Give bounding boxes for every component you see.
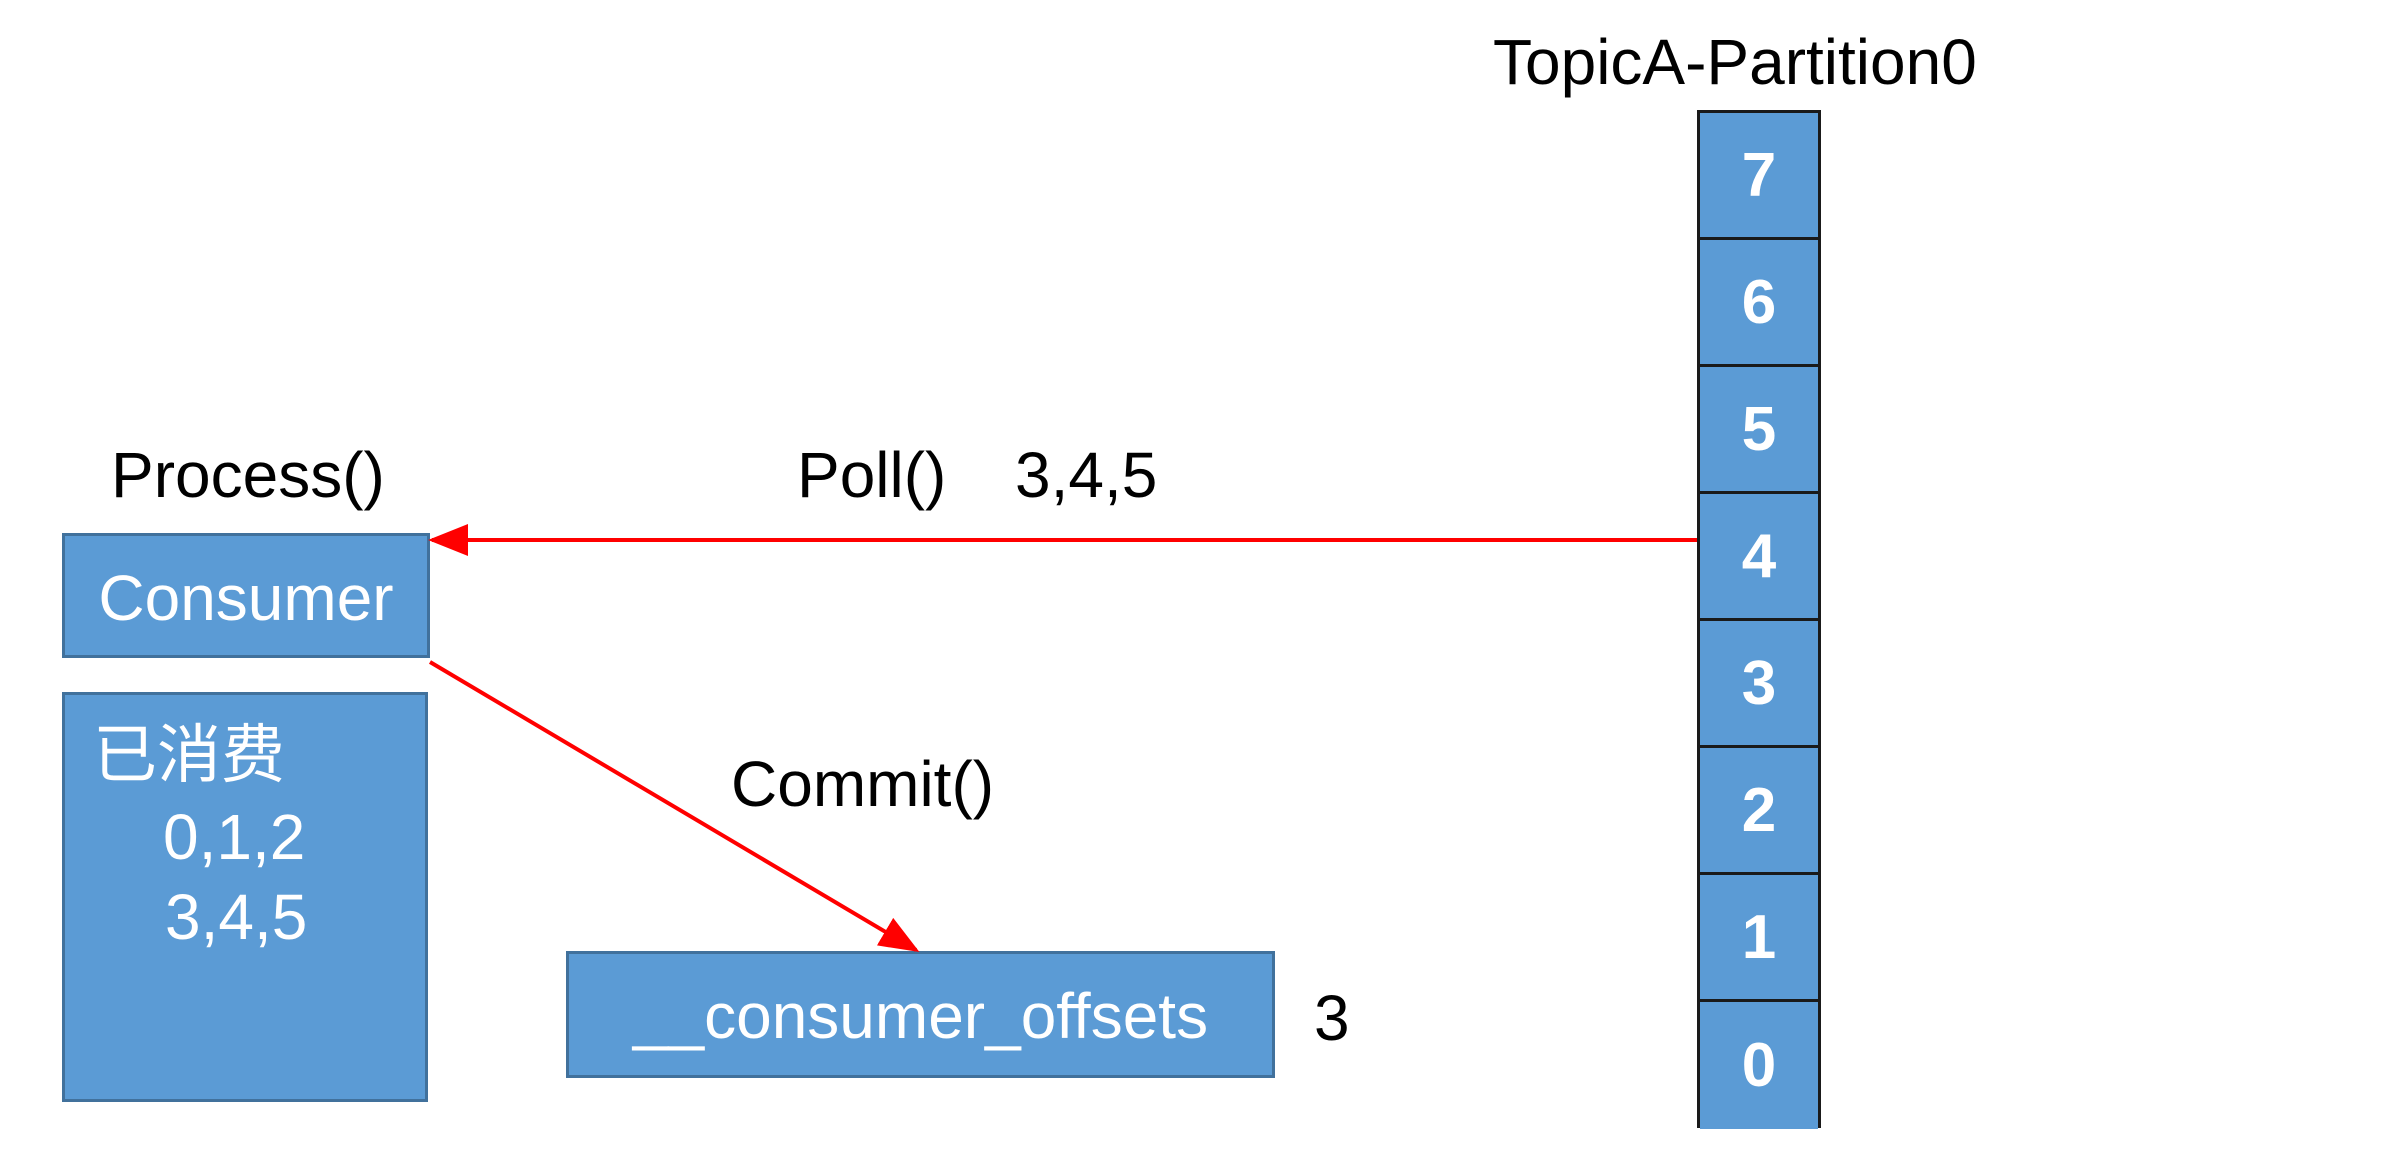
partition-offset-5: 5	[1700, 367, 1818, 494]
consumer-box: Consumer	[62, 533, 430, 658]
consumer-offsets-box: __consumer_offsets	[566, 951, 1275, 1078]
commit-arrow	[428, 660, 920, 953]
partition-offset-6: 6	[1700, 240, 1818, 367]
consumed-offsets-line1: 0,1,2	[163, 801, 306, 873]
partition-offset-0: 0	[1700, 1002, 1818, 1129]
poll-label: Poll()	[797, 439, 947, 511]
committed-offset-value: 3	[1314, 982, 1350, 1054]
commit-label: Commit()	[731, 748, 995, 820]
partition-offset-2: 2	[1700, 748, 1818, 875]
partition-log: 7 6 5 4 3 2 1 0	[1697, 110, 1821, 1129]
process-label: Process()	[111, 439, 385, 511]
consumer-offsets-label: __consumer_offsets	[632, 980, 1209, 1052]
poll-offsets: 3,4,5	[1015, 439, 1158, 511]
consumed-heading: 已消费	[93, 719, 285, 791]
consumer-label: Consumer	[98, 562, 394, 634]
partition-title: TopicA-Partition0	[1493, 26, 1977, 98]
partition-offset-4: 4	[1700, 494, 1818, 621]
partition-offset-7: 7	[1700, 113, 1818, 240]
consumed-box: 已消费 0,1,2 3,4,5	[62, 692, 428, 1102]
consumed-offsets-line2: 3,4,5	[165, 881, 308, 953]
partition-offset-1: 1	[1700, 875, 1818, 1002]
partition-offset-3: 3	[1700, 621, 1818, 748]
